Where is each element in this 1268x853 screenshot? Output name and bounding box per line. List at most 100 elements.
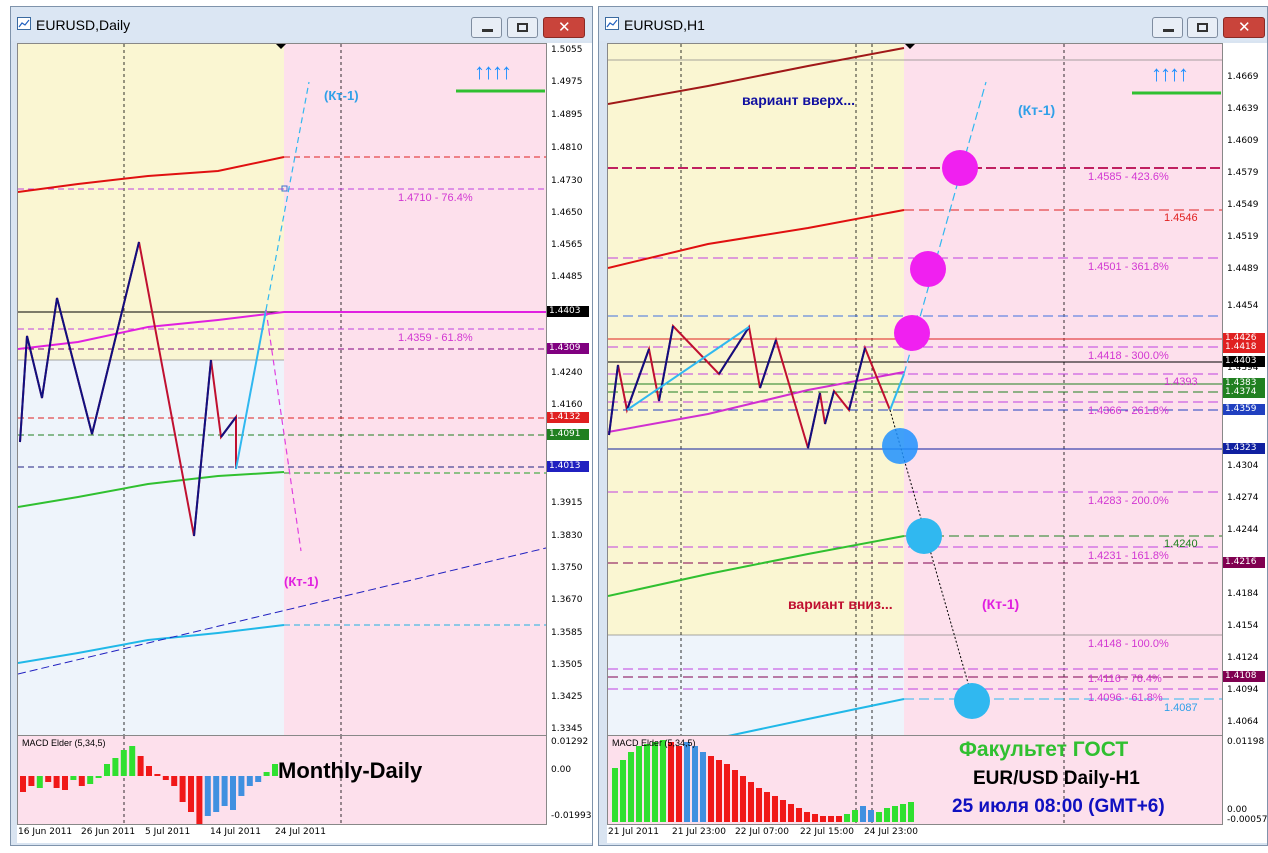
price-tick: 1.4124 <box>1227 653 1259 663</box>
right-price-scale[interactable]: 1.4669 1.4639 1.4609 1.4579 1.4549 1.451… <box>1223 43 1267 737</box>
price-tag: 1.4359 <box>1223 404 1265 415</box>
macd-bar <box>20 776 26 792</box>
macd-bar <box>820 816 826 822</box>
minimize-button[interactable] <box>471 17 502 38</box>
fib-label: 1.4231 - 161.8% <box>1088 550 1169 562</box>
fib-label-618: 1.4359 - 61.8% <box>398 332 473 344</box>
level-label: 1.4546 <box>1164 212 1198 224</box>
price-tag: 1.4374 <box>1223 387 1265 398</box>
variant-down-label: вариант вниз... <box>788 596 893 612</box>
price-tag: 1.4383 <box>1223 378 1265 389</box>
minimize-icon <box>1163 29 1174 32</box>
price-tick: 1.4485 <box>551 272 583 282</box>
window-title: EURUSD,H1 <box>624 17 705 33</box>
macd-bar <box>146 766 152 776</box>
level-label: 1.4393 <box>1164 376 1198 388</box>
fib-label: 1.4148 - 100.0% <box>1088 638 1169 650</box>
price-tick: 1.4975 <box>551 77 583 87</box>
macd-title: MACD Elder (5,34,5) <box>22 738 106 748</box>
macd-bar <box>876 812 882 822</box>
price-tick: 1.4160 <box>551 400 583 410</box>
maximize-button[interactable] <box>1187 17 1218 38</box>
date-label: 21 Jul 2011 <box>608 827 659 837</box>
chart-window-icon <box>17 17 31 30</box>
right-chart-window[interactable]: EURUSD,H1 ✕ <box>598 6 1268 846</box>
close-button[interactable]: ✕ <box>1223 17 1265 38</box>
macd-bar <box>860 806 866 822</box>
date-label: 16 Jun 2011 <box>18 827 73 837</box>
macd-bar <box>908 802 914 822</box>
fib-label: 1.4585 - 423.6% <box>1088 171 1169 183</box>
left-macd-panel[interactable]: MACD Elder (5,34,5) Monthly-Daily <box>17 735 547 825</box>
left-price-chart[interactable]: ↑↑↑↑ (Кт-1) (Кт-1) 1.4710 - 76.4% 1.4359… <box>17 43 547 737</box>
date-label: 24 Jul 23:00 <box>864 827 918 837</box>
macd-bar <box>272 764 278 776</box>
macd-bar <box>796 808 802 822</box>
annotation-kt1-up: (Кт-1) <box>324 88 359 103</box>
price-tick: 1.3425 <box>551 692 583 702</box>
date-label: 24 Jul 2011 <box>275 827 326 837</box>
right-window-titlebar[interactable]: EURUSD,H1 ✕ <box>599 7 1267 41</box>
macd-bar <box>780 800 786 822</box>
macd-bar <box>246 776 253 786</box>
macd-bar <box>238 776 245 796</box>
price-tick: 1.3915 <box>551 498 583 508</box>
maximize-button[interactable] <box>507 17 538 38</box>
macd-bar <box>764 792 770 822</box>
price-tick: 1.4240 <box>551 368 583 378</box>
caption-date: 25 июля 08:00 (GMT+6) <box>952 796 1165 817</box>
price-tick: 1.3345 <box>551 724 583 734</box>
fib-label-764: 1.4710 - 76.4% <box>398 192 473 204</box>
macd-bar <box>708 756 714 822</box>
left-macd-canvas <box>18 736 546 824</box>
macd-bar <box>196 776 203 824</box>
price-tag: 1.4309 <box>547 343 589 354</box>
price-tick: 1.4519 <box>1227 232 1259 242</box>
macd-bar <box>62 776 68 790</box>
macd-bar <box>53 776 60 788</box>
minimize-button[interactable] <box>1152 17 1183 38</box>
arrows-up-indicator: ↑↑↑↑ <box>1151 61 1189 86</box>
price-tick: 1.4810 <box>551 143 583 153</box>
date-label: 14 Jul 2011 <box>210 827 261 837</box>
left-price-scale[interactable]: 1.5055 1.4975 1.4895 1.4810 1.4730 1.465… <box>547 43 592 737</box>
macd-bar <box>828 816 834 822</box>
macd-tick: 0.00 <box>551 765 572 775</box>
macd-tick: 0.00 <box>1227 805 1248 815</box>
fib-label: 1.4418 - 300.0% <box>1088 350 1169 362</box>
macd-bar <box>188 776 194 812</box>
macd-bar <box>636 746 642 822</box>
macd-bar <box>263 772 270 776</box>
macd-bar <box>179 776 186 802</box>
right-macd-canvas <box>608 736 1222 824</box>
macd-tick: 0.01292 <box>551 737 589 747</box>
macd-bar <box>668 742 674 822</box>
annotation-kt1-up: (Кт-1) <box>1018 102 1056 118</box>
macd-bar <box>660 740 666 822</box>
price-tag: 1.4418 <box>1223 342 1265 353</box>
left-window-titlebar[interactable]: EURUSD,Daily ✕ <box>11 7 592 41</box>
macd-bar <box>732 770 738 822</box>
price-tick: 1.4094 <box>1227 685 1259 695</box>
fib-label: 1.4366 - 261.8% <box>1088 405 1169 417</box>
price-tick: 1.4064 <box>1227 717 1259 727</box>
macd-bar <box>644 744 650 822</box>
right-price-chart[interactable]: ↑↑↑↑ вариант вверх... вариант вниз... (К… <box>607 43 1223 737</box>
left-time-axis: 16 Jun 2011 26 Jun 2011 5 Jul 2011 14 Ju… <box>17 825 592 843</box>
macd-bar <box>78 776 85 786</box>
fib-label: 1.4116 - 76.4% <box>1088 673 1162 685</box>
macd-bar <box>700 752 706 822</box>
macd-bar <box>740 776 746 822</box>
right-chart-canvas <box>608 44 1222 736</box>
price-tick: 1.4650 <box>551 208 583 218</box>
price-tag: 1.4403 <box>1223 356 1265 367</box>
price-tick: 1.4304 <box>1227 461 1259 471</box>
price-tick: 1.4549 <box>1227 200 1259 210</box>
price-tick: 1.5055 <box>551 45 583 55</box>
left-chart-window[interactable]: EURUSD,Daily ✕ <box>10 6 593 846</box>
macd-bar <box>844 814 850 822</box>
macd-bar <box>804 812 810 822</box>
price-tick: 1.3505 <box>551 660 583 670</box>
close-button[interactable]: ✕ <box>543 17 585 38</box>
right-macd-panel[interactable]: MACD Elder (5,34,5) Факультет ГОСТ EUR/U… <box>607 735 1223 825</box>
